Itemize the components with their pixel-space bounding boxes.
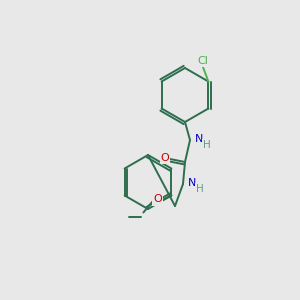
Text: N: N [188,178,196,188]
Text: N: N [195,134,203,144]
Text: Cl: Cl [197,56,208,65]
Text: H: H [203,140,211,150]
Text: O: O [153,194,162,205]
Text: O: O [160,153,169,163]
Text: H: H [196,184,204,194]
